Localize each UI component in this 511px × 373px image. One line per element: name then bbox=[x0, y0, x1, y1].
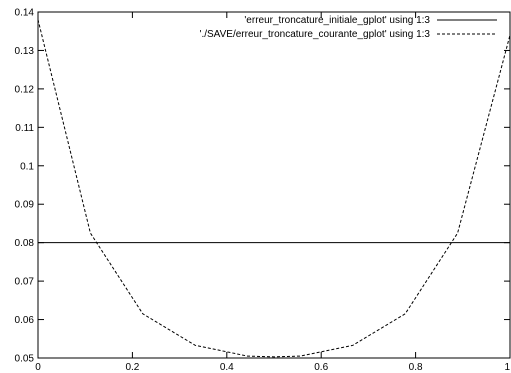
x-tick-label: 0.6 bbox=[314, 362, 328, 373]
y-tick-label: 0.11 bbox=[15, 123, 34, 134]
y-tick-label: 0.08 bbox=[15, 238, 35, 249]
axis-ticks: 0.05 0.06 0.07 0.08 0.09 0.1 0.11 0.12 0.13 0.14 0… bbox=[15, 8, 511, 373]
legend: 'erreur_troncature_initiale_gplot' using… bbox=[200, 15, 497, 40]
legend-label-initiale: 'erreur_troncature_initiale_gplot' using… bbox=[244, 15, 430, 26]
x-tick-label: 0.4 bbox=[220, 362, 234, 373]
y-tick-label: 0.05 bbox=[15, 354, 35, 365]
y-tick-label: 0.13 bbox=[15, 46, 35, 57]
y-tick-label: 0.14 bbox=[15, 8, 35, 19]
x-tick-label: 1 bbox=[504, 362, 510, 373]
y-tick-label: 0.09 bbox=[15, 200, 35, 211]
x-tick-label: 0.8 bbox=[409, 362, 423, 373]
y-tick-label: 0.1 bbox=[20, 161, 34, 172]
x-tick-label: 0.2 bbox=[125, 362, 139, 373]
y-tick-label: 0.07 bbox=[15, 277, 35, 288]
plot-frame bbox=[37, 11, 511, 359]
x-tick-label: 0 bbox=[35, 362, 41, 373]
y-tick-label: 0.12 bbox=[15, 84, 35, 95]
series-line-courante bbox=[37, 19, 511, 358]
series-group bbox=[37, 19, 511, 358]
legend-label-courante: './SAVE/erreur_troncature_courante_gplot… bbox=[200, 29, 431, 40]
y-tick-label: 0.06 bbox=[15, 315, 35, 326]
